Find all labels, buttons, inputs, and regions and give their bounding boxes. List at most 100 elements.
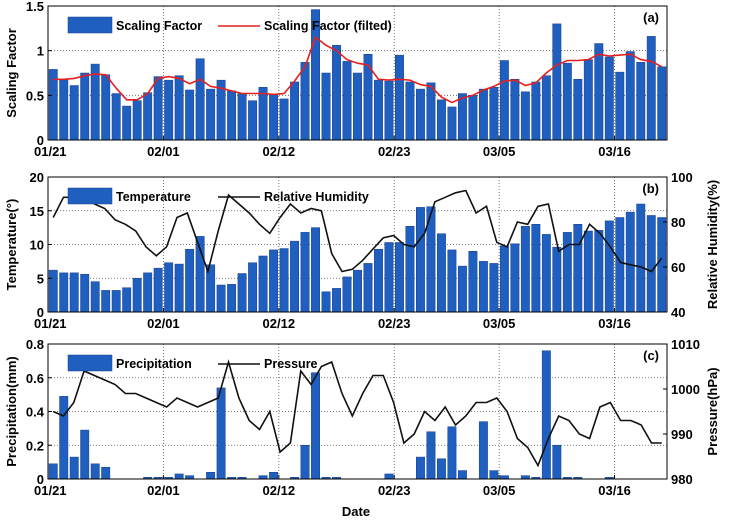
bar [101, 74, 111, 141]
bar [646, 215, 656, 313]
x-tick-label: 02/01 [147, 483, 180, 498]
bar [279, 248, 289, 313]
y-axis-label: Temperature(°) [4, 199, 19, 291]
bar [436, 458, 446, 480]
bar [48, 269, 58, 313]
bar [416, 88, 425, 141]
bar [101, 290, 111, 313]
x-tick-label: 01/21 [34, 144, 67, 159]
legend-label-line: Scaling Factor (filted) [264, 19, 392, 33]
bar [153, 76, 163, 141]
bar [405, 81, 415, 141]
bar [59, 79, 69, 141]
y-tick-label: 0 [37, 472, 44, 487]
bar [90, 463, 100, 480]
legend-swatch-bar [67, 187, 113, 205]
y-tick-label: 0.6 [26, 371, 44, 386]
y-axis-label: Precipitation(mm) [4, 356, 19, 467]
y-axis-label-right: Relative Humidity(%) [705, 180, 720, 309]
bar [300, 62, 310, 141]
x-tick-label: 02/01 [147, 316, 180, 331]
y-tick-label: 1 [37, 44, 44, 59]
bar [216, 284, 226, 313]
bar [164, 79, 174, 141]
bar [258, 475, 268, 480]
legend: Precipitation Pressure [67, 354, 318, 372]
bar [206, 88, 216, 141]
bar [615, 71, 625, 141]
bar [604, 56, 614, 141]
y-tick-label: 0 [37, 305, 44, 320]
bar [69, 85, 79, 141]
line-series [52, 359, 662, 468]
bar [625, 51, 635, 141]
bar [237, 93, 247, 141]
bar [153, 267, 163, 313]
bar [552, 23, 562, 141]
bar [269, 472, 279, 480]
bar [384, 473, 394, 480]
bar [541, 75, 551, 141]
bar [583, 230, 593, 313]
bar [604, 220, 614, 313]
panel-c: 0 0.2 0.4 0.6 0.8 980 990 1000 1010 Pressure(hPa)… [4, 337, 720, 498]
bar [541, 350, 551, 480]
x-tick-label: 03/16 [598, 483, 631, 498]
x-tick-label: 03/16 [598, 144, 631, 159]
bar [111, 290, 121, 313]
bar [269, 249, 279, 313]
bar [363, 53, 373, 141]
bar [311, 372, 320, 480]
bar [101, 466, 111, 480]
legend-label-line: Relative Humidity [264, 190, 369, 204]
y-tick-label: 5 [37, 271, 44, 286]
bar [300, 445, 310, 480]
y-tick-label: 0.4 [26, 405, 45, 420]
bar [258, 255, 268, 313]
bar [332, 45, 341, 141]
y-tick-label-right: 40 [671, 305, 685, 320]
legend-label-bar: Scaling Factor [116, 19, 202, 33]
bar [80, 429, 90, 480]
bar [321, 291, 331, 313]
legend-label-line: Pressure [264, 357, 318, 371]
bar [531, 224, 541, 313]
bar [416, 207, 425, 313]
bar [562, 62, 572, 141]
legend: Temperature Relative Humidity [67, 187, 369, 205]
bar [520, 475, 530, 480]
bar [185, 89, 195, 141]
bar [132, 278, 142, 313]
x-tick-label: 02/12 [263, 144, 296, 159]
bar [248, 100, 258, 141]
y-tick-label: 0.8 [26, 337, 44, 352]
y-axis-label: Scaling Factor [4, 28, 19, 118]
bar [80, 72, 90, 141]
bar [520, 91, 530, 141]
y-tick-label-right: 60 [671, 260, 685, 275]
bar [489, 470, 499, 480]
y-tick-label-right: 100 [671, 170, 693, 185]
bar [395, 242, 404, 313]
bar [48, 463, 58, 480]
bar [174, 263, 184, 313]
y-tick-label-right: 990 [671, 427, 693, 442]
bar [395, 54, 404, 141]
bar [69, 456, 79, 480]
bar [269, 94, 279, 141]
bar [426, 431, 436, 480]
bar [436, 233, 446, 313]
bar [457, 265, 467, 313]
bar [174, 473, 184, 480]
bar [279, 98, 289, 141]
bar [426, 82, 436, 141]
y-tick-label-right: 1010 [671, 337, 700, 352]
bar [646, 36, 656, 141]
legend-label-bar: Precipitation [116, 357, 192, 371]
bar [248, 262, 258, 313]
bar [374, 79, 383, 141]
legend-swatch-bar [67, 16, 113, 34]
bar [625, 211, 635, 313]
bar [573, 224, 583, 313]
x-tick-label: 03/05 [483, 144, 516, 159]
